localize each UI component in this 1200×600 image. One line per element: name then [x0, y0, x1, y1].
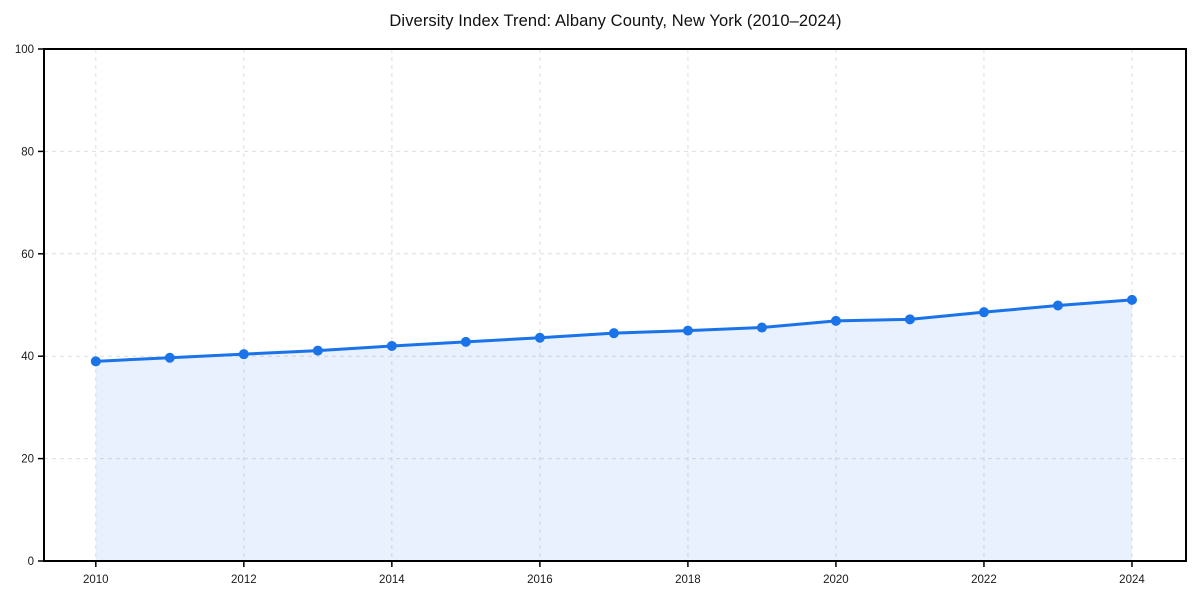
- x-tick-label-2024: 2024: [1119, 574, 1145, 586]
- data-point-2011: [164, 352, 175, 363]
- y-tick-label-100: 100: [15, 44, 34, 56]
- data-point-2010: [90, 356, 101, 367]
- plot-border: [43, 48, 1187, 562]
- y-tick-label-20: 20: [21, 454, 34, 466]
- data-point-2014: [386, 340, 397, 351]
- data-point-2012: [238, 349, 249, 360]
- data-point-2017: [608, 328, 619, 339]
- data-point-2013: [312, 345, 323, 356]
- y-tick-label-40: 40: [21, 351, 34, 363]
- x-tick-label-2016: 2016: [527, 574, 553, 586]
- data-point-2024: [1126, 294, 1137, 305]
- area-fill: [95, 299, 1132, 561]
- data-point-2015: [460, 336, 471, 347]
- data-point-2022: [978, 307, 989, 318]
- data-point-2020: [830, 315, 841, 326]
- data-point-2018: [682, 325, 693, 336]
- y-tick-label-60: 60: [21, 249, 34, 261]
- y-tick-label-0: 0: [28, 556, 34, 568]
- data-point-2016: [534, 332, 545, 343]
- x-tick-label-2018: 2018: [675, 574, 701, 586]
- x-tick-label-2022: 2022: [971, 574, 997, 586]
- x-tick-label-2010: 2010: [83, 574, 109, 586]
- y-tick-label-80: 80: [21, 146, 34, 158]
- x-tick-label-2020: 2020: [823, 574, 849, 586]
- data-point-2023: [1052, 300, 1063, 311]
- data-point-2019: [756, 322, 767, 333]
- x-tick-label-2014: 2014: [379, 574, 405, 586]
- chart-title: Diversity Index Trend: Albany County, Ne…: [389, 12, 842, 30]
- data-point-2021: [904, 314, 915, 325]
- x-tick-label-2012: 2012: [231, 574, 257, 586]
